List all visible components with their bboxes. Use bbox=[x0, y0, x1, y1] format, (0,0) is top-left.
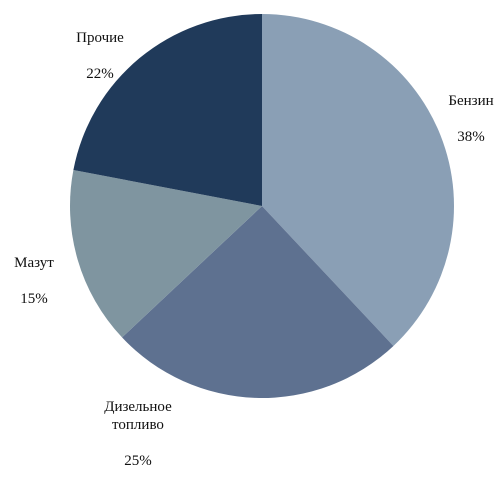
slice-name-other: Прочие bbox=[76, 30, 124, 46]
slice-percent-diesel: 25% bbox=[124, 453, 152, 469]
slice-label-benzin: Бензин 38% bbox=[436, 74, 504, 164]
slice-name-benzin: Бензин bbox=[448, 93, 494, 109]
pie-chart-plot bbox=[69, 14, 454, 398]
slice-percent-other: 22% bbox=[86, 66, 114, 82]
slice-label-mazut: Мазут 15% bbox=[4, 236, 64, 326]
pie-slice-other bbox=[73, 14, 263, 206]
pie-slice-mazut bbox=[69, 170, 262, 338]
pie-slice-benzin bbox=[262, 14, 454, 346]
slice-percent-mazut: 15% bbox=[20, 291, 48, 307]
slice-label-diesel: Дизельное топливо 25% bbox=[88, 380, 188, 488]
pie-chart: Бензин 38% Дизельное топливо 25% Мазут 1… bbox=[4, 11, 504, 469]
slice-name-mazut: Мазут bbox=[14, 255, 54, 271]
slice-name-diesel: Дизельное топливо bbox=[104, 399, 172, 433]
slice-label-other: Прочие 22% bbox=[60, 11, 140, 101]
slice-percent-benzin: 38% bbox=[457, 129, 485, 145]
pie-slice-diesel bbox=[122, 206, 394, 398]
